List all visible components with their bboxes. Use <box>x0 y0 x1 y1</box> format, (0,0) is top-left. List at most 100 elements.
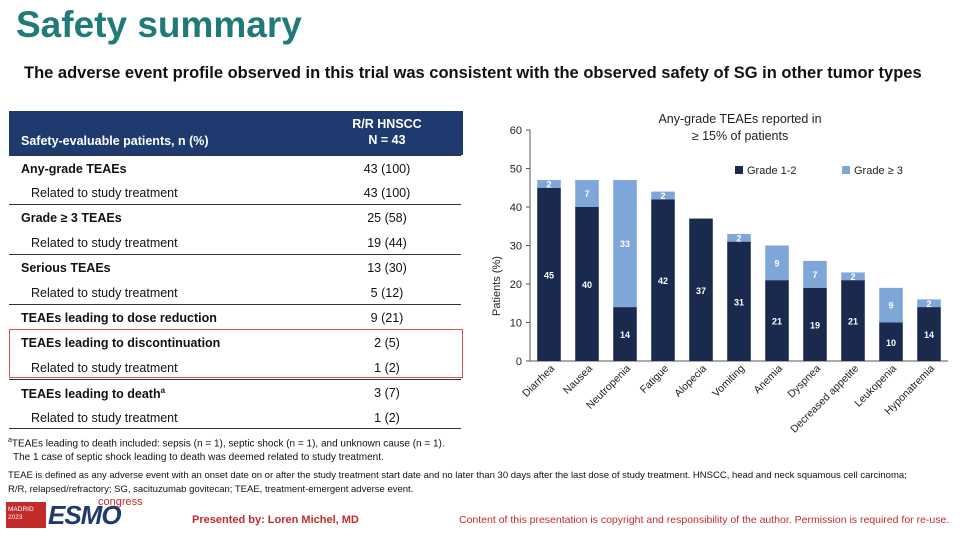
bar-label-grade12: 10 <box>886 338 896 348</box>
bar-grade3 <box>879 287 903 323</box>
row-label: Related to study treatment <box>31 186 178 200</box>
bar-label-grade3: 7 <box>812 270 817 280</box>
legend-swatch-grade12 <box>735 166 743 174</box>
bars: 45 2 40 7 14 33 42 2 37 31 2 21 9 19 7 21 2 10 9 14 2 <box>537 179 941 361</box>
presented-by: Presented by: Loren Michel, MD <box>192 514 359 526</box>
bar-grade12 <box>765 280 789 361</box>
bar-grade12 <box>803 287 827 361</box>
x-tick-label: Vomiting <box>710 363 747 400</box>
footnote-marker: a <box>8 437 12 444</box>
footnote-a-text2: The 1 case of septic shock leading to de… <box>13 452 384 464</box>
y-tick-label: 20 <box>510 279 522 291</box>
logo-city: MADRID <box>8 506 34 513</box>
x-tick-label: Fatigue <box>638 363 671 396</box>
chart-title-line2: ≥ 15% of patients <box>692 129 789 143</box>
header-right-line2: N = 43 <box>368 133 406 147</box>
row-value: 43 (100) <box>363 186 411 200</box>
row-label: TEAEs leading to deatha <box>21 386 166 402</box>
group-serious <box>9 254 461 303</box>
slide-title: Safety summary <box>16 4 302 45</box>
bar-label-grade3: 2 <box>926 299 931 309</box>
table-row: TEAEs leading to deatha 3 (7) <box>9 381 463 405</box>
group-dose-reduction <box>9 304 461 329</box>
legend: Grade 1-2 Grade ≥ 3 <box>735 165 903 177</box>
row-value: 43 (100) <box>363 162 411 176</box>
logo-year: 2023 <box>8 514 23 521</box>
row-label: Any-grade TEAEs <box>21 162 127 176</box>
y-tick-label: 60 <box>510 125 522 137</box>
table-row: TEAEs leading to discontinuation 2 (5) <box>9 331 463 355</box>
bar-label-grade3: 9 <box>888 301 893 311</box>
bar-label-grade12: 40 <box>582 280 592 290</box>
table-header: Safety-evaluable patients, n (%) R/R HNS… <box>9 111 463 155</box>
bar-grade12 <box>917 307 941 361</box>
row-label: Related to study treatment <box>31 411 178 425</box>
bar-grade3 <box>841 272 865 281</box>
table-row: Related to study treatment 19 (44) <box>9 231 463 255</box>
definitions: TEAE is defined as any adverse event wit… <box>8 469 953 497</box>
row-value: 3 (7) <box>374 386 400 400</box>
bar-label-grade12: 31 <box>734 297 744 307</box>
y-tick-label: 0 <box>516 356 522 368</box>
row-label: Related to study treatment <box>31 361 178 375</box>
bar-grade3 <box>575 180 599 207</box>
footnote-a-text: TEAEs leading to death included: sepsis … <box>11 438 445 450</box>
bar-grade3 <box>765 245 789 281</box>
group-death <box>9 379 461 429</box>
bar-grade12 <box>841 280 865 361</box>
bar-grade3 <box>727 233 751 242</box>
bar-grade12 <box>613 307 637 361</box>
esmo-logo: ESMO <box>48 500 122 530</box>
x-tick-label: Decreased appetite <box>788 363 861 436</box>
bar-label-grade3: 2 <box>850 272 855 282</box>
slide-subtitle: The adverse event profile observed in th… <box>24 64 922 82</box>
bar-label-grade12: 19 <box>810 320 820 330</box>
y-tick-label: 30 <box>510 241 522 253</box>
row-label: Serious TEAEs <box>21 261 111 275</box>
bar-label-grade3: 33 <box>620 239 630 249</box>
table-row: Any-grade TEAEs 43 (100) <box>9 157 463 181</box>
row-label: Grade ≥ 3 TEAEs <box>21 211 122 225</box>
header-right: R/R HNSCC N = 43 <box>327 116 447 148</box>
bar-grade12 <box>727 241 751 361</box>
row-value: 5 (12) <box>370 286 404 300</box>
table-row: Related to study treatment 5 (12) <box>9 281 463 305</box>
header-right-line1: R/R HNSCC <box>352 117 422 131</box>
x-tick-label: Dyspnea <box>785 363 823 401</box>
bar-label-grade12: 37 <box>696 286 706 296</box>
congress-label: congress <box>98 496 143 508</box>
y-tick-label: 50 <box>510 164 522 176</box>
congress-logo-box: MADRID 2023 <box>6 502 46 528</box>
row-value: 25 (58) <box>367 211 407 225</box>
row-label: TEAEs leading to discontinuation <box>21 336 221 350</box>
legend-label-grade3: Grade ≥ 3 <box>854 165 903 177</box>
bar-label-grade12: 14 <box>924 330 934 340</box>
x-tick-label: Diarrhea <box>520 363 557 400</box>
bar-grade12 <box>537 187 561 361</box>
table-row: Related to study treatment 43 (100) <box>9 181 463 205</box>
bar-label-grade3: 7 <box>584 189 589 199</box>
bar-grade12 <box>879 322 903 361</box>
row-value: 13 (30) <box>367 261 407 275</box>
bar-label-grade3: 2 <box>736 233 741 243</box>
y-axis: 0 10 20 30 40 50 60 <box>510 125 948 368</box>
footnote-a: aTEAEs leading to death included: sepsis… <box>8 434 445 465</box>
x-tick-label: Alopecia <box>672 363 709 400</box>
x-tick-label: Nausea <box>561 363 595 397</box>
table-row: Related to study treatment 1 (2) <box>9 356 463 380</box>
legend-label-grade12: Grade 1-2 <box>747 165 797 177</box>
bar-grade3 <box>537 180 561 188</box>
bar-grade12 <box>575 207 599 361</box>
bar-label-grade12: 14 <box>620 330 630 340</box>
bar-grade3 <box>613 180 637 308</box>
row-label: Related to study treatment <box>31 236 178 250</box>
definitions-line1: TEAE is defined as any adverse event wit… <box>8 470 907 481</box>
bar-grade3 <box>803 260 827 288</box>
bar-label-grade3: 2 <box>660 191 665 201</box>
group-discontinuation <box>9 329 463 378</box>
death-superscript: a <box>160 386 166 395</box>
row-value: 9 (21) <box>370 311 404 325</box>
group-any-grade <box>9 155 461 204</box>
table-row: Serious TEAEs 13 (30) <box>9 256 463 280</box>
